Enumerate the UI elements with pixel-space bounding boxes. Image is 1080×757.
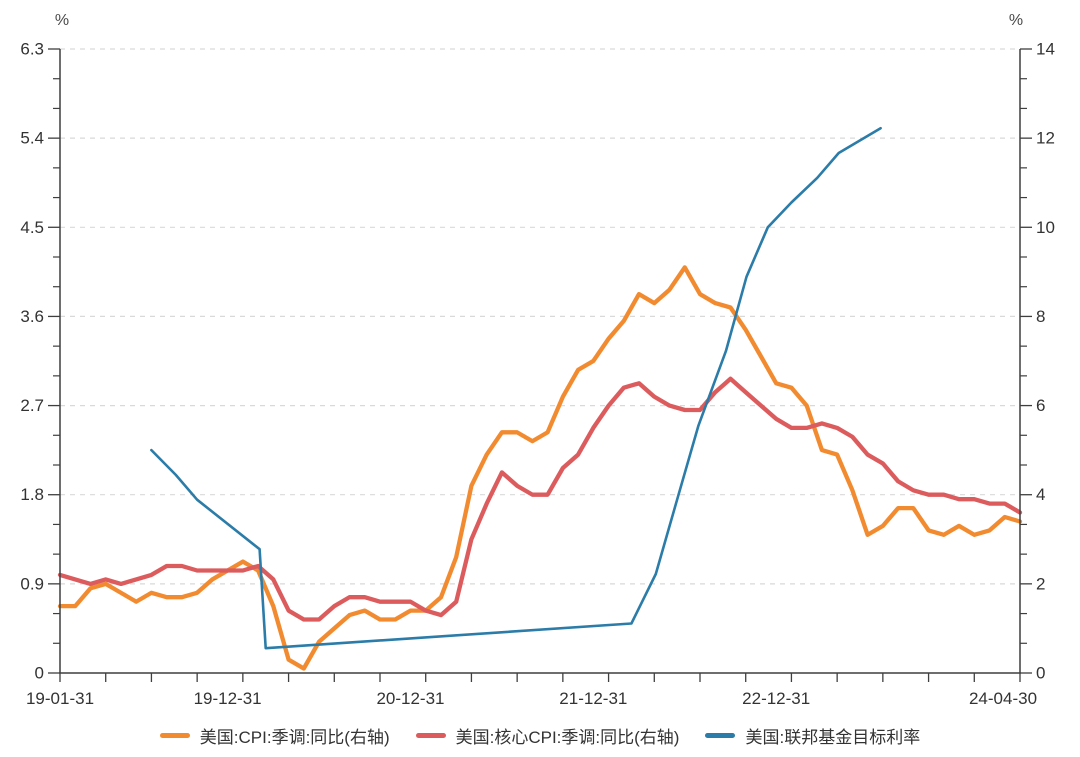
chart-legend: 美国:CPI:季调:同比(右轴) 美国:核心CPI:季调:同比(右轴) 美国:联邦基…	[0, 723, 1080, 748]
legend-label-0: 美国:CPI:季调:同比(右轴)	[199, 728, 390, 747]
legend-item-2: 美国:联邦基金目标利率	[705, 723, 920, 748]
left-axis-tick-label: 0.9	[20, 574, 44, 593]
left-axis-unit-label: %	[55, 12, 69, 29]
right-axis-tick-label: 10	[1036, 218, 1055, 237]
x-axis-tick-label: 24-04-30	[969, 689, 1037, 708]
legend-label-2: 美国:联邦基金目标利率	[745, 728, 921, 747]
legend-swatch-0	[159, 732, 190, 739]
left-axis-tick-label: 1.8	[20, 485, 44, 504]
left-axis-tick-label: 5.4	[20, 129, 44, 148]
right-axis-tick-label: 14	[1036, 40, 1055, 59]
x-axis-tick-label: 19-12-31	[194, 689, 262, 708]
left-axis-tick-label: 4.5	[20, 218, 44, 237]
series-line-0	[57, 265, 1023, 671]
left-axis-tick-label: 2.7	[20, 396, 44, 415]
legend-item-1: 美国:核心CPI:季调:同比(右轴)	[415, 723, 680, 748]
legend-swatch-2	[705, 732, 736, 739]
right-axis-tick-label: 6	[1036, 396, 1045, 415]
left-axis-tick-label: 0	[35, 664, 44, 683]
x-axis-tick-label: 19-01-31	[26, 689, 94, 708]
series-line-2	[150, 126, 882, 650]
right-axis-tick-label: 2	[1036, 574, 1045, 593]
right-axis-tick-label: 0	[1036, 664, 1045, 683]
right-axis-unit-label: %	[1009, 12, 1023, 29]
right-axis-tick-label: 12	[1036, 129, 1055, 148]
legend-swatch-1	[415, 732, 446, 739]
left-axis-tick-label: 3.6	[20, 307, 44, 326]
x-axis-tick-label: 20-12-31	[376, 689, 444, 708]
legend-label-1: 美国:核心CPI:季调:同比(右轴)	[455, 728, 680, 747]
left-axis-tick-label: 6.3	[20, 40, 44, 59]
right-axis-tick-label: 8	[1036, 307, 1045, 326]
legend-item-0: 美国:CPI:季调:同比(右轴)	[159, 723, 390, 748]
series-line-1	[57, 376, 1023, 622]
x-axis-tick-label: 22-12-31	[742, 689, 810, 708]
right-axis-tick-label: 4	[1036, 485, 1045, 504]
x-axis-tick-label: 21-12-31	[559, 689, 627, 708]
